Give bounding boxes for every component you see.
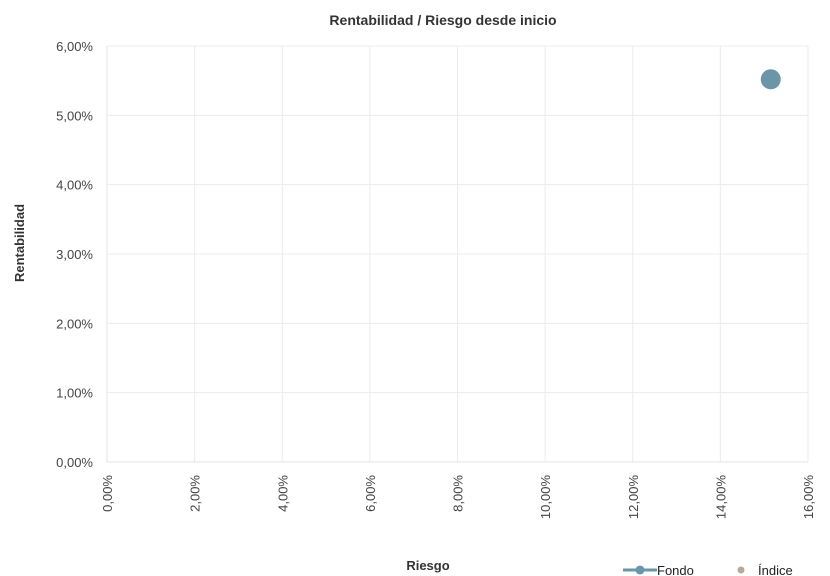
legend: Fondo Índice — [623, 563, 793, 576]
indice-legend-marker-icon — [737, 566, 745, 574]
x-tick-label: 0,00% — [100, 475, 115, 512]
y-tick-label: 5,00% — [56, 108, 93, 123]
legend-item-indice[interactable]: Índice — [737, 563, 793, 576]
data-points — [760, 69, 781, 90]
x-tick-label: 14,00% — [713, 475, 728, 520]
chart-title: Rentabilidad / Riesgo desde inicio — [329, 12, 556, 28]
y-tick-label: 4,00% — [56, 178, 93, 193]
x-tick-label: 4,00% — [275, 475, 290, 512]
grid — [107, 45, 809, 462]
y-tick-label: 1,00% — [56, 386, 93, 401]
x-axis-label: Riesgo — [406, 558, 449, 573]
y-tick-label: 6,00% — [56, 39, 93, 54]
x-tick-label: 2,00% — [188, 475, 203, 512]
legend-item-fondo[interactable]: Fondo — [623, 563, 694, 576]
x-tick-label: 12,00% — [626, 475, 641, 520]
axes — [106, 46, 808, 463]
fondo-data-point — [760, 69, 781, 90]
x-tick-label: 16,00% — [801, 475, 816, 520]
y-tick-label: 3,00% — [56, 247, 93, 262]
tick-labels: 0,00% 1,00% 2,00% 3,00% 4,00% 5,00% 6,00% 0,00%… — [56, 39, 816, 519]
y-tick-label: 2,00% — [56, 316, 93, 331]
x-tick-label: 6,00% — [363, 475, 378, 512]
legend-label-fondo: Fondo — [657, 563, 694, 576]
fondo-legend-marker-icon — [635, 565, 645, 575]
x-tick-label: 10,00% — [538, 475, 553, 520]
x-tick-label: 8,00% — [451, 475, 466, 512]
y-axis-label: Rentabilidad — [12, 204, 27, 282]
y-tick-label: 0,00% — [56, 455, 93, 470]
legend-label-indice: Índice — [758, 563, 793, 576]
